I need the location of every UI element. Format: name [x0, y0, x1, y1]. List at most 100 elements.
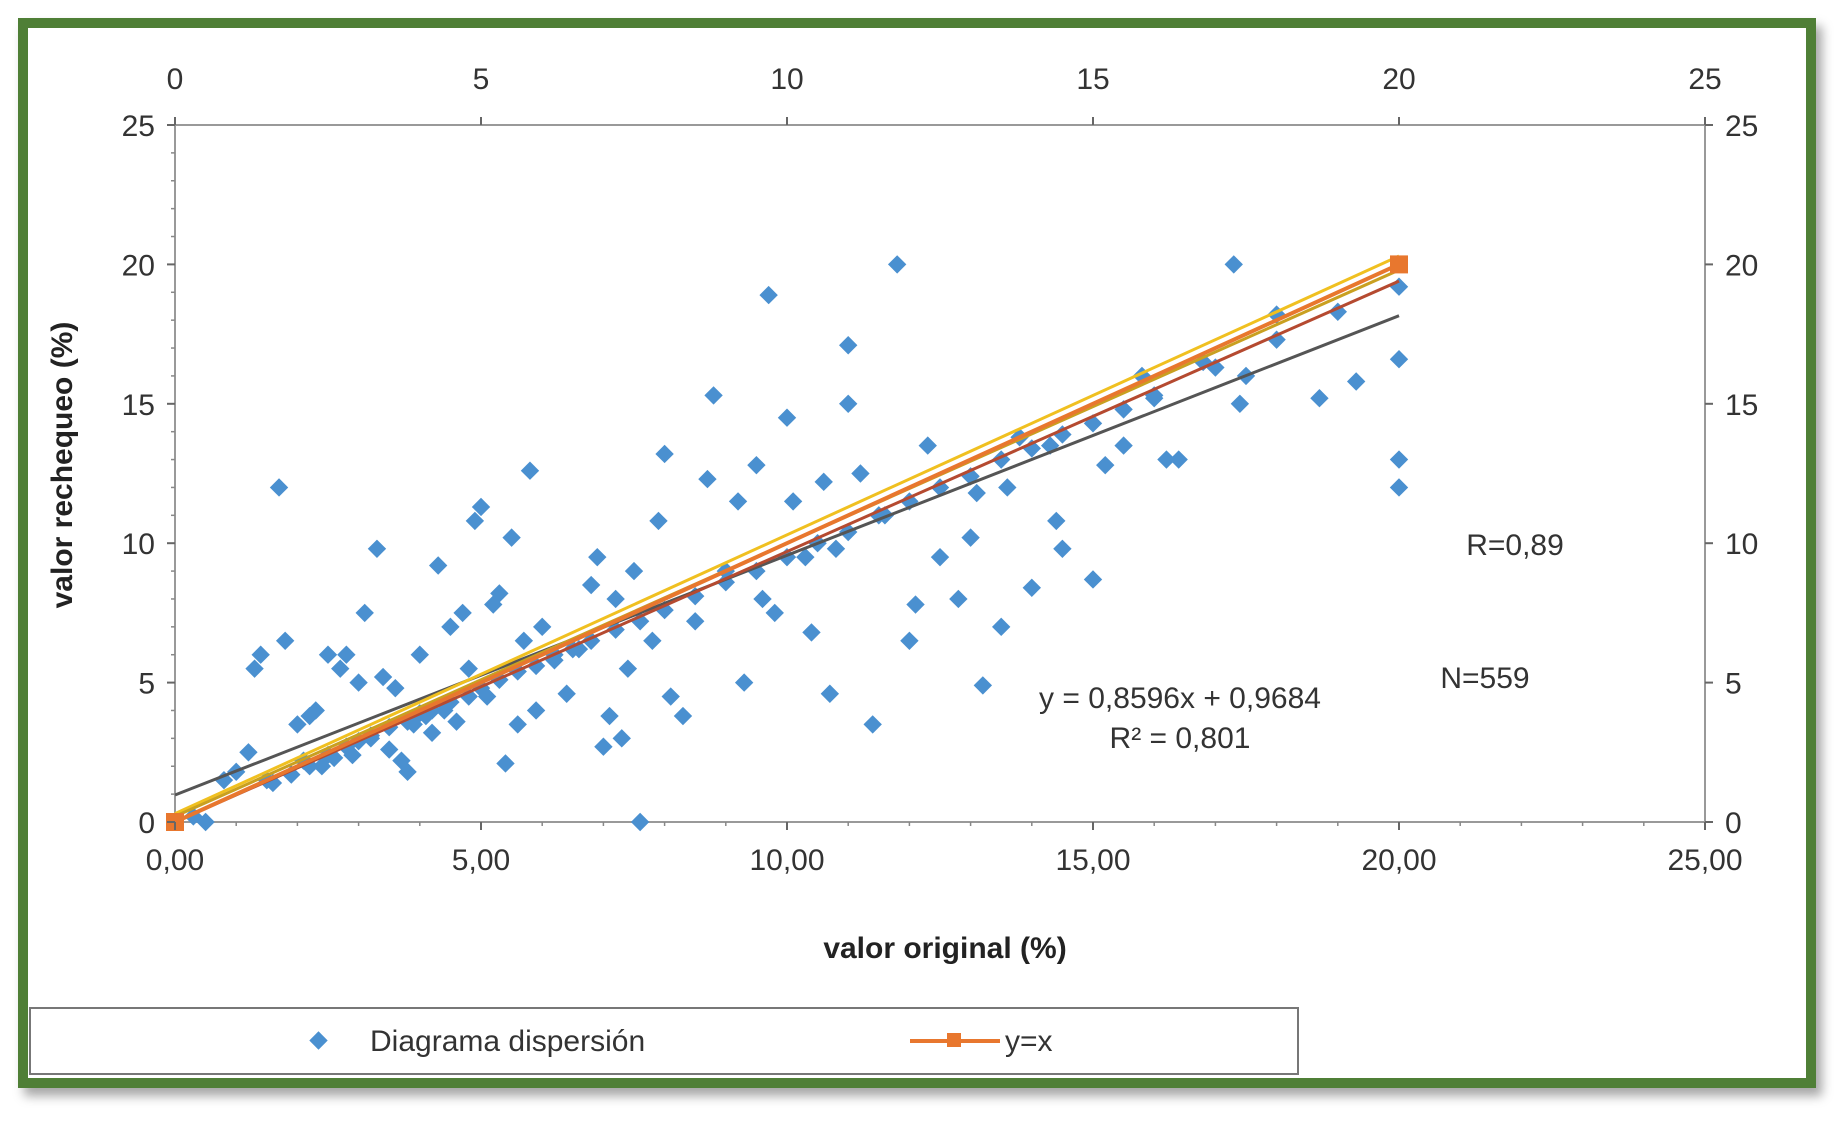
y-tick-label: 25: [122, 110, 155, 143]
y-tick-label: 20: [122, 249, 155, 282]
scatter-point: [306, 701, 325, 720]
scatter-point: [998, 478, 1017, 497]
scatter-point: [514, 631, 534, 650]
scatter-point: [673, 706, 693, 726]
scatter-point: [441, 617, 460, 637]
scatter-point: [349, 673, 368, 692]
x2-tick-label: 5: [473, 63, 490, 96]
scatter-point: [887, 255, 907, 274]
y-tick-label: 5: [138, 668, 155, 701]
scatter-point: [655, 444, 674, 464]
scatter-point: [288, 715, 307, 734]
identity-line: [174, 262, 1400, 824]
chart-frame: [18, 18, 1816, 1088]
y2-tick-label: 15: [1725, 389, 1758, 422]
scatter-point: [318, 645, 338, 664]
scatter-point: [355, 603, 374, 623]
y-axis-label: valor rechequeo (%): [46, 322, 79, 609]
x2-tick-label: 0: [167, 63, 184, 96]
scatter-point: [1310, 389, 1329, 408]
trend-line: [174, 254, 1400, 816]
scatter-point: [496, 754, 515, 773]
scatter-point: [245, 659, 264, 678]
scatter-point: [826, 539, 846, 558]
scatter-point: [1346, 372, 1366, 391]
x-tick-label: 10,00: [749, 844, 824, 877]
scatter-point: [747, 455, 766, 475]
scatter-point: [239, 743, 258, 762]
y2-tick-label: 25: [1725, 110, 1758, 143]
scatter-point: [428, 556, 448, 575]
scatter-point: [783, 492, 803, 511]
scatter-point: [1224, 255, 1243, 274]
scatter-point: [269, 478, 289, 497]
legend-scatter-marker: [309, 1031, 328, 1050]
scatter-point: [992, 617, 1011, 637]
plot-area: [174, 124, 1706, 823]
scatter-point: [643, 631, 662, 650]
scatter-point: [386, 678, 405, 698]
scatter-point: [851, 464, 870, 483]
scatter-point: [508, 715, 527, 734]
scatter-point: [1389, 450, 1409, 469]
scatter-point: [606, 589, 625, 609]
x2-tick-label: 20: [1382, 63, 1415, 96]
scatter-point: [820, 684, 840, 703]
scatter-point: [961, 528, 980, 547]
scatter-point: [734, 673, 754, 692]
scatter-point: [918, 436, 937, 455]
scatter-point: [900, 631, 919, 650]
scatter-point: [471, 497, 491, 517]
scatter-point: [490, 584, 509, 603]
scatter-point: [612, 729, 631, 748]
scatter-point: [704, 386, 723, 405]
scatter-point: [759, 285, 778, 305]
regression-equation: y = 0,8596x + 0,9684: [1039, 682, 1321, 715]
trend-line: [174, 279, 1400, 824]
scatter-point: [1053, 425, 1072, 444]
scatter-point: [765, 603, 784, 623]
scatter-point: [459, 659, 478, 678]
scatter-point: [367, 539, 387, 558]
y-tick-label: 15: [122, 389, 155, 422]
x-tick-label: 25,00: [1667, 844, 1742, 877]
scatter-point: [1389, 349, 1409, 369]
scatter-point: [624, 561, 644, 581]
scatter-point: [630, 812, 650, 832]
scatter-point: [1389, 277, 1409, 296]
x2-tick-label: 15: [1076, 63, 1109, 96]
y2-tick-label: 0: [1725, 807, 1742, 840]
x-tick-label: 20,00: [1361, 844, 1436, 877]
scatter-point: [196, 812, 215, 832]
r-squared-label: R² = 0,801: [1110, 722, 1251, 755]
y2-tick-label: 5: [1725, 668, 1742, 701]
x-axis-label: valor original (%): [823, 932, 1066, 965]
x-tick-label: 0,00: [146, 844, 204, 877]
scatter-point: [1053, 539, 1072, 558]
scatter-point: [410, 645, 429, 664]
scatter-point: [380, 740, 399, 759]
scatter-point: [533, 617, 552, 637]
scatter-point: [398, 762, 417, 782]
scatter-point: [337, 645, 356, 664]
scatter-point: [453, 603, 472, 623]
scatter-point: [447, 712, 466, 731]
y-tick-label: 10: [122, 528, 155, 561]
scatter-point: [1096, 455, 1115, 475]
scatter-point: [465, 511, 485, 531]
x2-tick-label: 25: [1688, 63, 1721, 96]
scatter-point: [600, 706, 619, 726]
scatter-point: [630, 612, 650, 631]
scatter-point: [251, 645, 270, 664]
scatter-point: [906, 595, 925, 614]
scatter-point: [581, 575, 601, 595]
scatter-point: [930, 547, 950, 567]
scatter-point: [949, 589, 968, 609]
scatter-point: [661, 687, 680, 706]
y-tick-label: 0: [138, 807, 155, 840]
trend-line: [174, 314, 1400, 797]
scatter-point: [1022, 578, 1041, 598]
scatter-point: [796, 547, 815, 567]
scatter-point: [649, 511, 668, 531]
